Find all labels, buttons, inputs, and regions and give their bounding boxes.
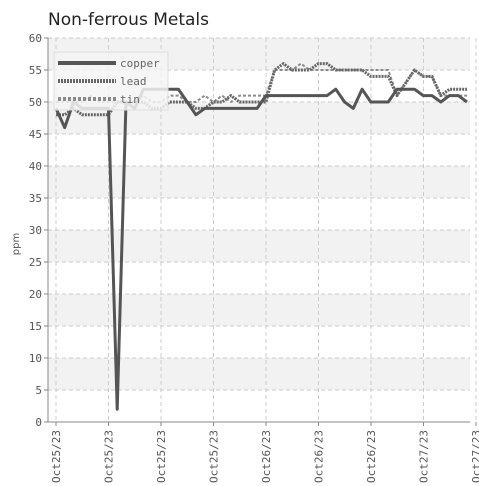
x-tick-labels: Oct25/23 Oct25/23 Oct25/23 Oct25/23 Oct26/23… <box>50 422 479 483</box>
x-tick-label: Oct25/23 <box>155 430 168 483</box>
y-tick-label: 45 <box>29 128 42 141</box>
x-tick-label: Oct25/23 <box>50 430 63 483</box>
y-tick-label: 15 <box>29 320 42 333</box>
y-tick-label: 40 <box>29 160 42 173</box>
y-tick-label: 60 <box>29 32 42 45</box>
legend-label-lead: lead <box>120 75 147 88</box>
y-tick-label: 25 <box>29 256 42 269</box>
y-tick-label: 5 <box>35 384 42 397</box>
plot-band <box>48 230 470 262</box>
y-tick-label: 35 <box>29 192 42 205</box>
x-tick-label: Oct25/23 <box>103 430 116 483</box>
y-tick-label: 0 <box>35 416 42 429</box>
x-tick-label: Oct27/23 <box>418 430 431 483</box>
legend-label-copper: copper <box>120 57 160 70</box>
y-axis-label: ppm <box>11 233 22 255</box>
series-line-copper <box>54 87 468 411</box>
chart-title: Non-ferrous Metals <box>48 10 209 30</box>
plot-band <box>48 166 470 198</box>
y-tick-label: 30 <box>29 224 42 237</box>
legend-label-tin: tin <box>120 93 140 106</box>
plot-band <box>48 358 470 390</box>
y-tick-label: 10 <box>29 352 42 365</box>
plot-band <box>48 294 470 326</box>
plot-bands <box>48 38 470 390</box>
y-tick-labels: 0 5 10 15 20 25 30 35 40 45 50 55 60 <box>29 32 48 429</box>
y-tick-label: 20 <box>29 288 42 301</box>
x-tick-label: Oct27/23 <box>470 430 479 483</box>
x-tick-label: Oct26/23 <box>313 430 326 483</box>
y-tick-label: 50 <box>29 96 42 109</box>
x-tick-label: Oct26/23 <box>260 430 273 483</box>
legend: copper lead tin <box>53 51 169 111</box>
x-tick-label: Oct25/23 <box>208 430 221 483</box>
x-tick-label: Oct26/23 <box>365 430 378 483</box>
y-tick-label: 55 <box>29 64 42 77</box>
